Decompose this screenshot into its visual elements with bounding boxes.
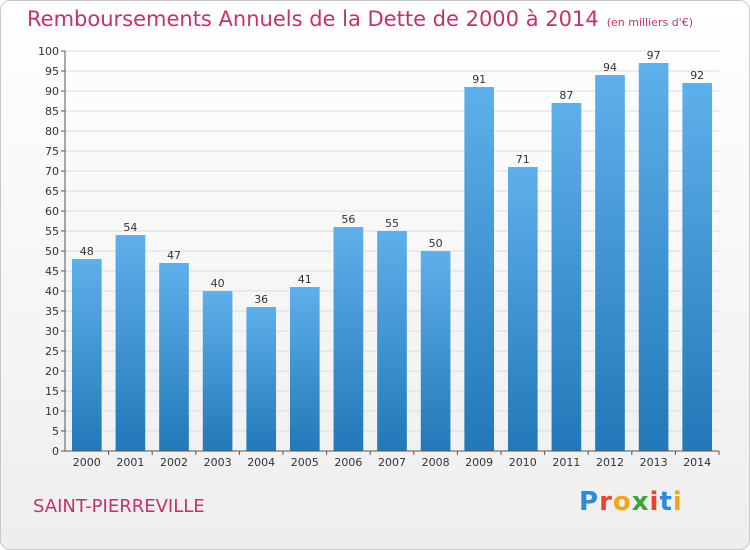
- y-tick-label: 65: [45, 185, 59, 198]
- bar-2003: [202, 291, 233, 451]
- bars: 48 54 47 40 36 41 56 55 50 91 71 87 94 97 92: [71, 49, 713, 451]
- commune-name: SAINT-PIERREVILLE: [33, 496, 205, 517]
- y-tick-label: 85: [45, 105, 59, 118]
- bar-2014: [682, 83, 713, 451]
- logo-letter: x: [631, 487, 650, 517]
- y-tick-label: 5: [52, 425, 59, 438]
- y-tick-label: 0: [52, 445, 59, 458]
- bar-value-label: 56: [341, 213, 355, 226]
- bar-2009: [464, 87, 495, 451]
- x-tick-label: 2005: [291, 456, 319, 469]
- y-tick-label: 40: [45, 285, 59, 298]
- x-tick-label: 2006: [334, 456, 362, 469]
- x-tick-label: 2010: [509, 456, 537, 469]
- bar-value-label: 94: [603, 61, 617, 74]
- chart-unit-label: (en milliers d'€): [606, 16, 693, 29]
- x-tick-label: 2008: [422, 456, 450, 469]
- bar-2013: [638, 63, 669, 451]
- bar-value-label: 97: [647, 49, 661, 62]
- y-tick-label: 90: [45, 85, 59, 98]
- x-tick-label: 2000: [73, 456, 101, 469]
- bar-value-label: 47: [167, 249, 181, 262]
- y-tick-label: 25: [45, 345, 59, 358]
- logo-letter: i: [649, 487, 660, 517]
- x-tick-label: 2002: [160, 456, 188, 469]
- x-tick-label: 2011: [552, 456, 580, 469]
- bar-2010: [507, 167, 538, 451]
- y-tick-label: 15: [45, 385, 59, 398]
- y-tick-label: 95: [45, 65, 59, 78]
- bar-2004: [246, 307, 277, 451]
- y-tick-label: 45: [45, 265, 59, 278]
- x-tick-label: 2014: [683, 456, 711, 469]
- y-tick-label: 30: [45, 325, 59, 338]
- y-tick-label: 80: [45, 125, 59, 138]
- bar-value-label: 71: [516, 153, 530, 166]
- x-tick-label: 2003: [204, 456, 232, 469]
- x-tick-label: 2013: [640, 456, 668, 469]
- bar-2000: [71, 259, 102, 451]
- y-tick-label: 100: [38, 45, 59, 58]
- bar-value-label: 54: [123, 221, 137, 234]
- logo-letter: o: [612, 487, 632, 517]
- bar-2002: [159, 263, 189, 451]
- bar-2012: [595, 75, 625, 451]
- bar-value-label: 91: [472, 73, 486, 86]
- bar-value-label: 40: [211, 277, 225, 290]
- y-tick-label: 55: [45, 225, 59, 238]
- chart-title: Remboursements Annuels de la Dette de 20…: [27, 7, 693, 31]
- bar-value-label: 36: [254, 293, 268, 306]
- bar-2005: [289, 287, 320, 451]
- bar-2001: [115, 235, 146, 451]
- bar-2011: [551, 103, 582, 451]
- axes: 0 5 10 15 20 25 30 35 40 45 50 55 60 65 70 75 80 85 90 95 10…: [38, 45, 720, 469]
- y-tick-label: 75: [45, 145, 59, 158]
- logo-letter: t: [659, 487, 673, 517]
- x-tick-label: 2007: [378, 456, 406, 469]
- x-tick-label: 2009: [465, 456, 493, 469]
- y-tick-label: 70: [45, 165, 59, 178]
- bar-value-label: 92: [690, 69, 704, 82]
- logo-letter: i: [672, 487, 683, 517]
- y-tick-label: 50: [45, 245, 59, 258]
- y-tick-label: 10: [45, 405, 59, 418]
- y-tick-label: 60: [45, 205, 59, 218]
- bar-value-label: 87: [559, 89, 573, 102]
- bar-2006: [333, 227, 364, 451]
- x-tick-label: 2012: [596, 456, 624, 469]
- y-tick-label: 20: [45, 365, 59, 378]
- bar-2008: [420, 251, 451, 451]
- bar-value-label: 48: [80, 245, 94, 258]
- x-tick-label: 2001: [116, 456, 144, 469]
- logo-letter: P: [579, 487, 600, 517]
- x-tick-label: 2004: [247, 456, 275, 469]
- bar-value-label: 55: [385, 217, 399, 230]
- proxiti-logo: Proxiti: [579, 487, 683, 517]
- bar-value-label: 41: [298, 273, 312, 286]
- chart-title-text: Remboursements Annuels de la Dette de 20…: [27, 7, 599, 31]
- y-tick-label: 35: [45, 305, 59, 318]
- bar-2007: [377, 231, 407, 451]
- bar-value-label: 50: [429, 237, 443, 250]
- logo-letter: r: [599, 487, 613, 517]
